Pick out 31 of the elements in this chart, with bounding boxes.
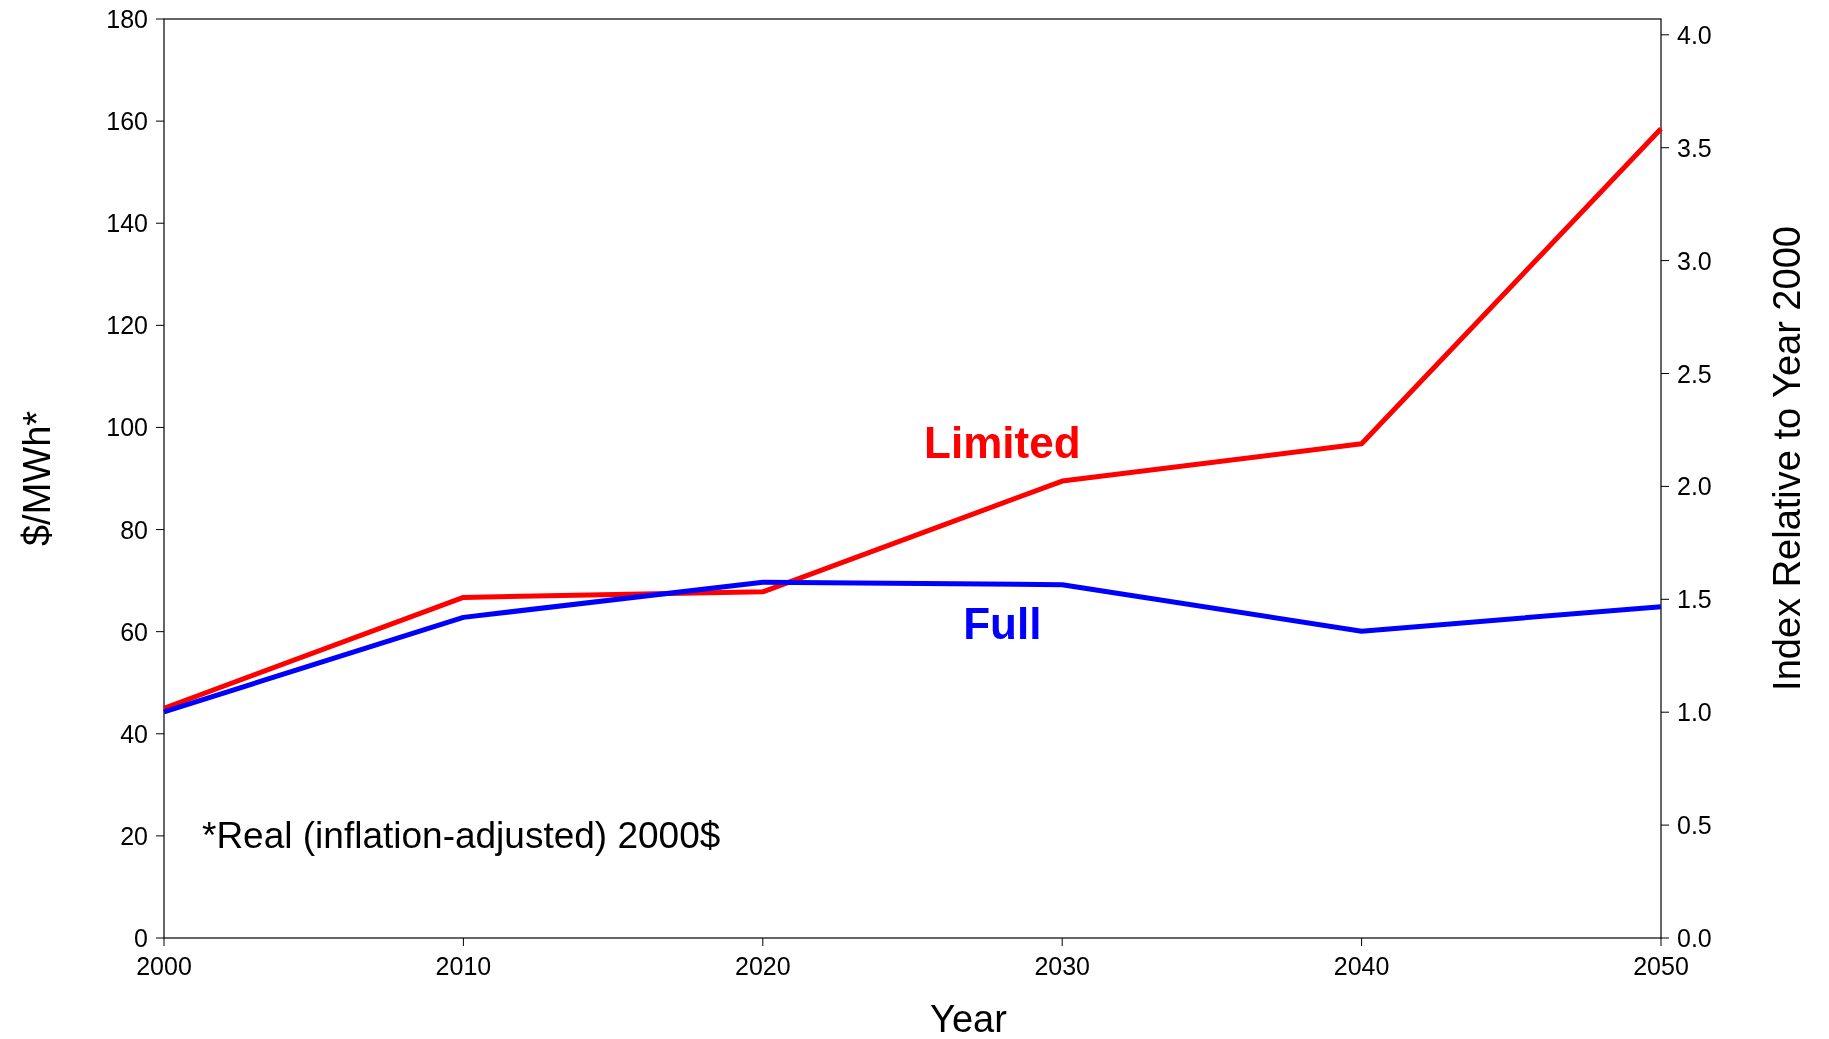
y2-tick-label: 4.0: [1677, 20, 1712, 49]
x-tick-label: 2010: [435, 952, 492, 980]
y2-tick-label: 1.0: [1677, 698, 1712, 727]
y-tick-label: 100: [106, 413, 148, 442]
y-tick-label: 20: [120, 821, 148, 850]
y2-axis-title: Index Relative to Year 2000: [1766, 226, 1808, 691]
y2-tick-label: 0.0: [1677, 924, 1712, 952]
x-tick-label: 2020: [734, 952, 791, 980]
x-tick-label: 2040: [1333, 952, 1390, 980]
x-axis-title: Year: [930, 998, 1008, 1039]
y2-tick-label: 1.5: [1677, 585, 1712, 614]
series-label: Full: [963, 599, 1042, 649]
y-tick-label: 40: [120, 719, 148, 748]
y-tick-label: 60: [120, 617, 148, 646]
y-tick-label: 160: [106, 107, 148, 136]
y2-tick-label: 3.0: [1677, 246, 1712, 275]
y-tick-label: 0: [134, 924, 148, 952]
series-label: Limited: [924, 418, 1081, 468]
y-tick-label: 80: [120, 515, 148, 544]
y2-tick-label: 2.0: [1677, 472, 1712, 501]
x-tick-label: 2030: [1034, 952, 1091, 980]
y-tick-label: 180: [106, 5, 148, 33]
y2-tick-label: 0.5: [1677, 811, 1712, 840]
annotation: *Real (inflation-adjusted) 2000$: [202, 815, 721, 856]
y-axis-title: $/MWh*: [16, 410, 58, 547]
y-tick-label: 120: [106, 311, 148, 340]
x-tick-label: 2050: [1633, 952, 1689, 980]
y2-tick-label: 3.5: [1677, 133, 1712, 162]
x-tick-label: 2000: [136, 952, 192, 980]
y-tick-label: 140: [106, 209, 148, 238]
y2-tick-label: 2.5: [1677, 359, 1712, 388]
